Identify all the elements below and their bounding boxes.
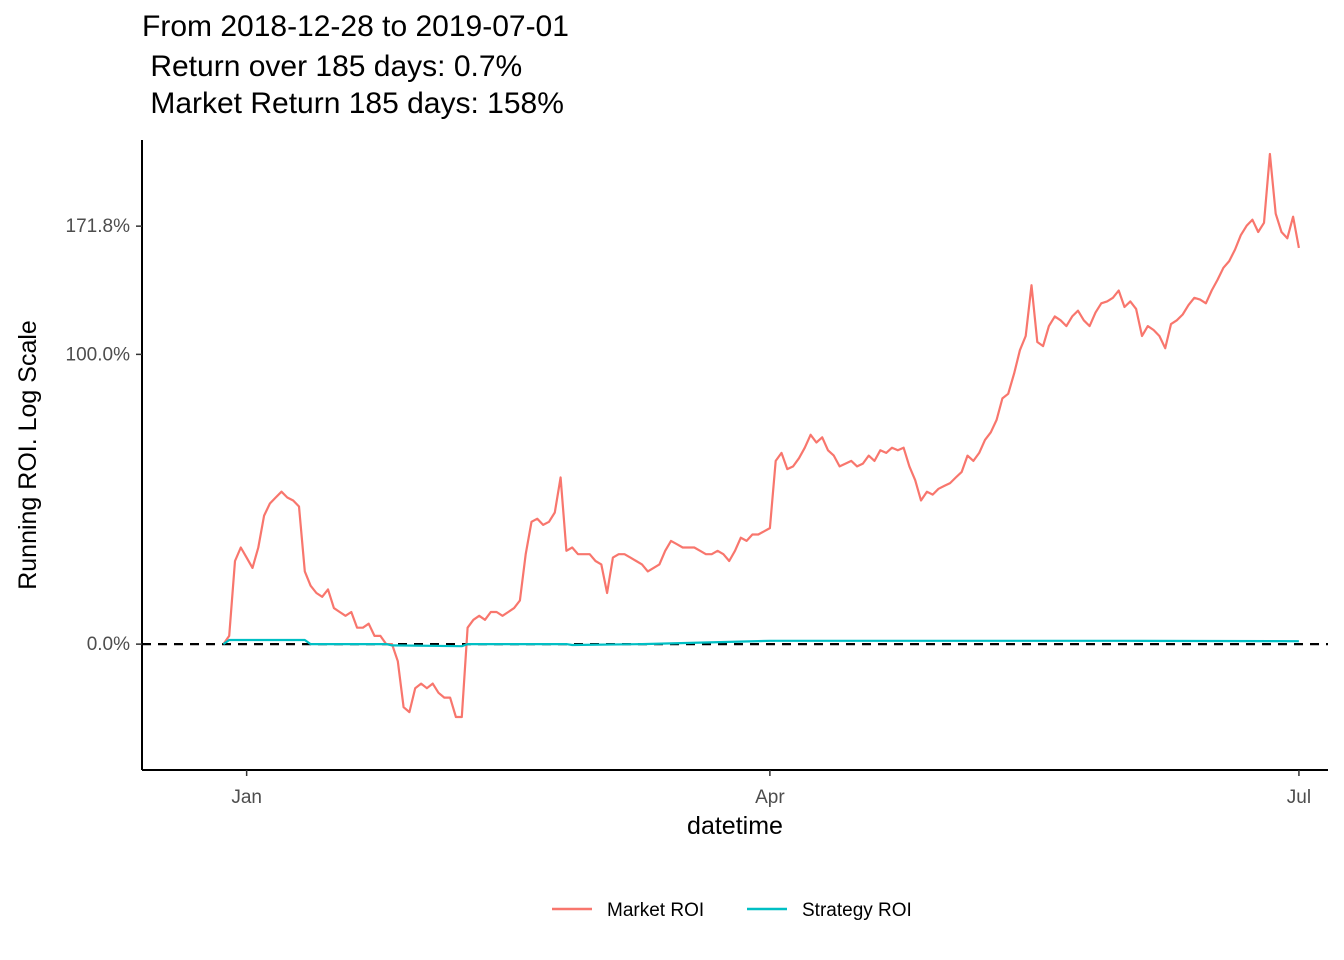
legend-label-strategy-roi: Strategy ROI [802,900,912,921]
y-axis-title: Running ROI. Log Scale [14,320,42,590]
x-tick-label: Jul [1287,787,1311,808]
y-tick-label: 0.0% [87,634,130,655]
x-tick-label: Jan [231,787,262,808]
legend: Market ROI Strategy ROI [552,900,912,921]
x-axis-title: datetime [687,812,783,840]
chart-title-line-2: Return over 185 days: 0.7% [142,50,523,83]
chart-title-line-3: Market Return 185 days: 158% [142,87,564,120]
chart-title-line-1: From 2018-12-28 to 2019-07-01 [142,10,569,43]
strategy-roi-line [222,638,1299,648]
y-tick-label: 100.0% [66,344,131,365]
x-tick-label: Apr [755,787,785,808]
market-roi-line [222,152,1300,719]
legend-label-market-roi: Market ROI [607,900,704,921]
y-tick-label: 171.8% [66,216,131,237]
